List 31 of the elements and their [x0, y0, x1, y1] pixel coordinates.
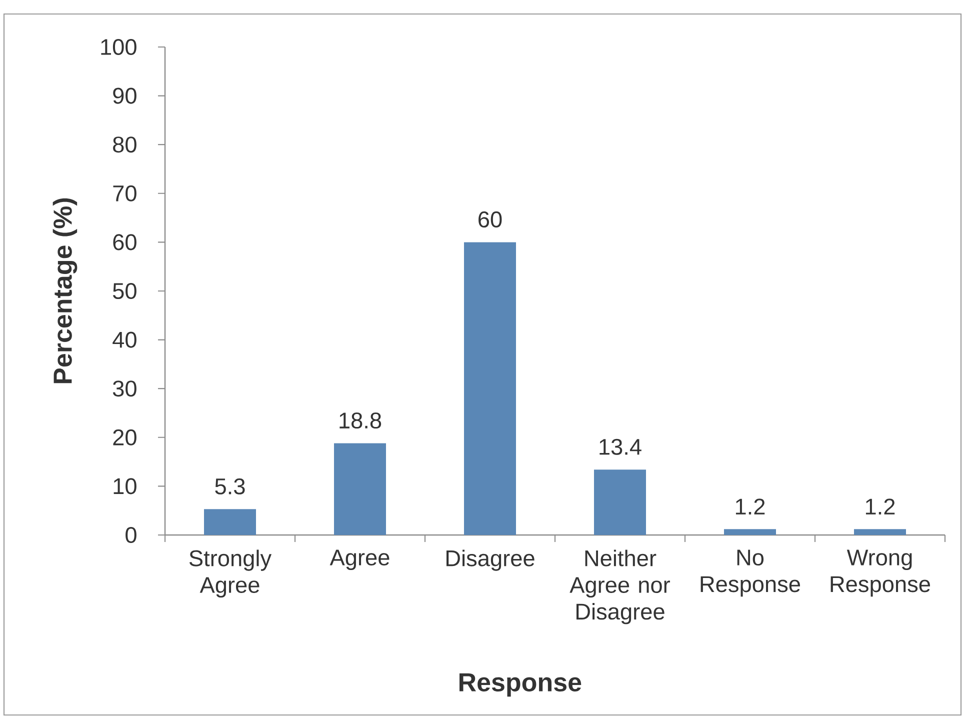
bar [334, 443, 386, 535]
y-tick-label: 50 [112, 282, 136, 300]
data-label: 5.3 [215, 478, 245, 494]
y-tick-label: 70 [113, 185, 136, 202]
data-label: 1.2 [866, 498, 895, 514]
bar [464, 242, 516, 535]
bar [724, 529, 776, 535]
x-tick-label: Strongly Agree [189, 550, 272, 598]
y-axis-title: Percentage (%) [52, 198, 78, 384]
y-tick-label: 30 [112, 380, 136, 397]
bar [594, 470, 646, 535]
x-axis-title: Response [460, 673, 582, 697]
y-tick-label: 20 [113, 429, 136, 446]
x-tick-label: Agree [330, 550, 390, 570]
y-tick-label: 100 [101, 38, 136, 56]
y-tick-label: 0 [126, 526, 136, 544]
data-label: 13.4 [600, 438, 642, 455]
y-tick-label: 90 [113, 88, 136, 104]
y-tick-label: 80 [113, 136, 136, 153]
bar [204, 509, 256, 535]
x-tick-label: Neither Agree nor Disagree [570, 550, 670, 624]
data-label: 1.2 [736, 498, 765, 514]
x-tick-label: Wrong Response [830, 550, 930, 597]
x-tick-label: Disagree [446, 550, 534, 571]
y-tick-label: 10 [114, 478, 136, 494]
data-label: 60 [478, 211, 502, 228]
bar [854, 529, 906, 535]
y-tick-label: 60 [113, 234, 136, 250]
x-tick-label: No Response [700, 550, 800, 597]
y-tick-label: 40 [112, 332, 136, 348]
data-label: 18.8 [340, 412, 382, 429]
